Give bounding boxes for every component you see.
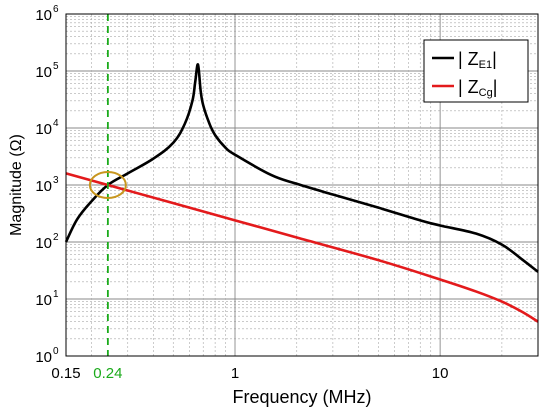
y-tick-exponent: 1: [53, 289, 59, 300]
series-line-ze1: [64, 63, 539, 273]
y-tick-exponent: 6: [53, 4, 59, 15]
legend-box: [423, 39, 529, 103]
y-tick-label: 10: [35, 64, 52, 81]
y-tick-label: 10: [35, 349, 52, 366]
x-tick-label: 10: [432, 365, 449, 382]
y-tick-label: 10: [35, 292, 52, 309]
legend-label: | ZE1|: [458, 49, 497, 71]
series-layer: [64, 63, 539, 323]
legend-label: | ZCg|: [458, 77, 497, 99]
plot-frame: [65, 13, 539, 357]
y-tick-exponent: 0: [53, 346, 59, 357]
legend: | ZE1| | ZCg|: [423, 39, 529, 103]
annotations: [88, 14, 127, 356]
y-tick-exponent: 4: [53, 118, 59, 129]
series-line-zcg: [65, 172, 539, 323]
y-tick-label: 10: [35, 7, 52, 24]
grid: [66, 14, 538, 357]
y-tick-label: 10: [35, 235, 52, 252]
y-tick-exponent: 2: [53, 232, 59, 243]
y-axis-label: Magnitude (Ω): [8, 134, 25, 236]
y-tick-label: 10: [35, 121, 52, 138]
x-tick-label: 1: [231, 365, 239, 382]
y-tick-exponent: 3: [53, 175, 59, 186]
y-tick-exponent: 5: [53, 61, 59, 72]
x-axis-label: Frequency (MHz): [232, 387, 371, 407]
x-tick-label: 0.15: [51, 365, 80, 382]
x-tick-label: 0.24: [93, 365, 122, 382]
intersection-ellipse: [88, 171, 127, 199]
y-tick-label: 10: [35, 178, 52, 195]
